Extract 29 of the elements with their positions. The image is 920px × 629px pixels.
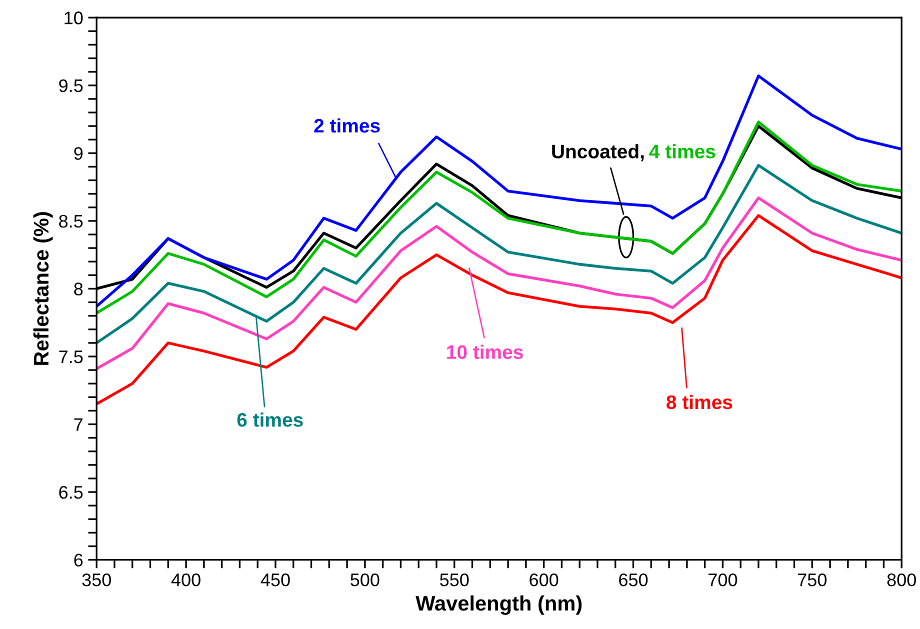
- y-tick-label: 9: [74, 147, 83, 160]
- x-axis-title: Wavelength (nm): [416, 595, 582, 615]
- y-tick-label: 6.5: [59, 486, 83, 499]
- text: 2 times: [314, 118, 380, 133]
- x-tick-label: 750: [798, 573, 827, 586]
- y-tick-label: 8.5: [59, 214, 83, 228]
- x-tick-label: 450: [260, 573, 290, 586]
- y-tick-label: 6: [74, 554, 83, 567]
- x-tick-label: 700: [708, 573, 738, 586]
- y-axis-title: Reflectance (%): [33, 212, 53, 365]
- y-tick-label: 10: [64, 12, 83, 24]
- x-tick-label: 350: [82, 573, 111, 586]
- x-tick-label: 500: [350, 573, 380, 586]
- y-tick-label: 9.5: [59, 79, 83, 92]
- series-label: 4 times: [649, 144, 716, 158]
- text: 8 times: [666, 394, 732, 410]
- text: 6 times: [237, 412, 303, 427]
- line-series: [96, 74, 902, 308]
- x-tick-label: 650: [619, 573, 648, 586]
- x-tick-label: 550: [440, 573, 469, 586]
- y-tick-label: 8: [74, 282, 83, 296]
- x-tick-label: 400: [171, 573, 200, 586]
- text: Uncoated,: [552, 144, 644, 162]
- x-tick-label: 600: [530, 573, 558, 586]
- line-series: [96, 196, 902, 370]
- y-tick-label: 7.5: [59, 350, 83, 364]
- y-tick-label: 7: [74, 418, 82, 431]
- x-tick-label: 800: [887, 573, 916, 586]
- text: 10 times: [447, 344, 523, 359]
